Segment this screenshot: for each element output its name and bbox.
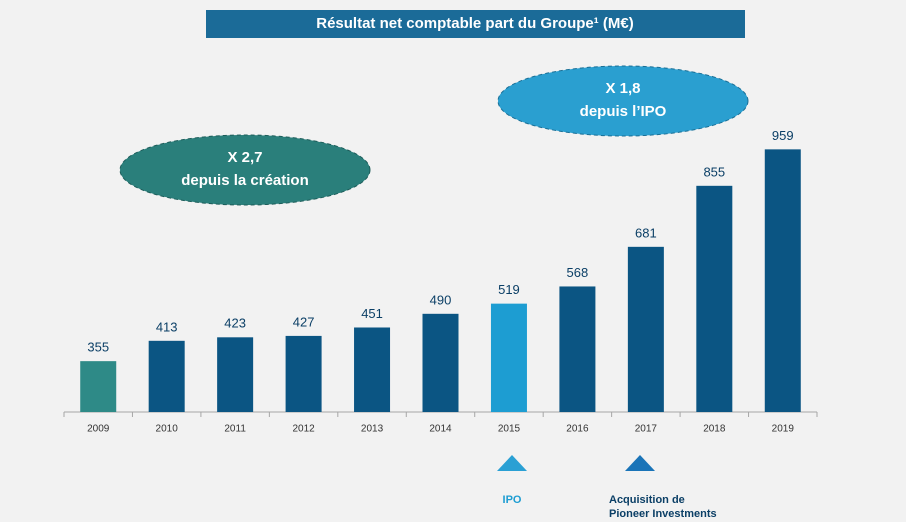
bar [627, 246, 664, 412]
creation-bubble [119, 134, 371, 206]
x-tick-label: 2013 [361, 424, 384, 435]
bar [559, 286, 596, 412]
value-label: 355 [87, 340, 109, 355]
bar [285, 335, 322, 412]
value-label: 681 [635, 225, 657, 240]
value-label: 519 [498, 282, 520, 297]
x-tick-label: 2017 [635, 424, 658, 435]
value-label: 423 [224, 316, 246, 331]
bar [354, 327, 391, 412]
ipo-marker [497, 455, 527, 471]
x-tick-label: 2018 [703, 424, 726, 435]
x-tick-label: 2012 [292, 424, 315, 435]
annotation: depuis l’IPO [580, 103, 667, 120]
value-label: 413 [156, 319, 178, 334]
bar [148, 340, 185, 412]
value-label: 427 [293, 314, 315, 329]
x-tick-label: 2016 [566, 424, 589, 435]
x-tick-label: 2011 [224, 424, 246, 435]
bar [490, 303, 527, 412]
x-tick-label: 2014 [429, 424, 452, 435]
x-tick-label: 2010 [156, 424, 179, 435]
annotation: X 2,7 [227, 149, 262, 166]
value-label: 568 [567, 265, 589, 280]
x-tick-label: 2015 [498, 424, 521, 435]
bar [217, 337, 254, 412]
bar [422, 313, 459, 412]
value-label: 855 [703, 164, 725, 179]
value-label: 451 [361, 306, 383, 321]
chart-title: Résultat net comptable part du Groupe¹ (… [316, 15, 634, 32]
annotation: X 1,8 [605, 80, 640, 97]
x-tick-label: 2009 [87, 424, 110, 435]
x-tick-label: 2019 [772, 424, 795, 435]
value-label: 959 [772, 128, 794, 143]
acquisition-marker [625, 455, 655, 471]
title-box [206, 10, 745, 38]
annotation: Pioneer Investments [609, 508, 717, 520]
value-label: 490 [430, 292, 452, 307]
annotation: IPO [503, 494, 522, 506]
ipo-bubble [497, 65, 749, 137]
bar [764, 149, 801, 413]
annotation: Acquisition de [609, 494, 685, 506]
bar [696, 185, 733, 412]
annotation: depuis la création [181, 172, 309, 189]
bar [80, 361, 117, 412]
